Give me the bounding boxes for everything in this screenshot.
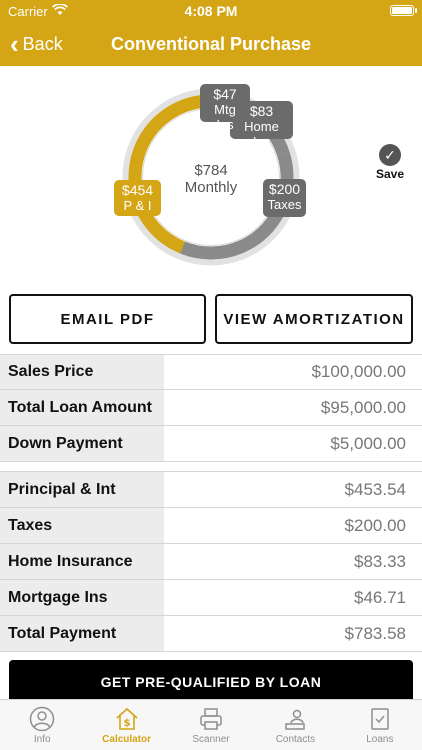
checkmark-icon: ✓ [379,144,401,166]
tab-label: Calculator [102,734,152,745]
slice-label-taxes: $200 Taxes [263,179,306,217]
tab-contacts[interactable]: Contacts [253,700,337,750]
table-row: Total Payment $783.58 [0,616,422,652]
person-icon [29,706,55,732]
center-label: Monthly [184,179,238,196]
wifi-icon [51,3,69,19]
row-label: Home Insurance [0,544,164,579]
row-value: $83.33 [354,551,406,571]
contacts-icon [282,706,308,732]
row-label: Total Loan Amount [0,390,164,425]
table-row: Sales Price $100,000.00 [0,354,422,390]
view-amortization-button[interactable]: VIEW AMORTIZATION [215,294,413,344]
table-row: Down Payment $5,000.00 [0,426,422,462]
svg-text:$: $ [123,718,130,729]
email-pdf-button[interactable]: EMAIL PDF [9,294,206,344]
row-value: $46.71 [354,587,406,607]
tab-bar: Info $ Calculator Scanner Contacts Loans [0,699,422,750]
donut-slice-taxes [180,200,289,260]
slice-value: $200 [268,181,301,197]
loan-summary-table: Sales Price $100,000.00 Total Loan Amoun… [0,354,422,652]
slice-value: $83 [249,103,274,119]
slice-name: Home Ins [244,119,279,149]
tab-label: Info [33,734,51,745]
tab-info[interactable]: Info [0,700,84,750]
house-dollar-icon: $ [114,706,140,732]
table-row: Mortgage Ins $46.71 [0,580,422,616]
get-pre-qualified-button[interactable]: GET PRE-QUALIFIED BY LOAN [9,660,413,704]
row-value: $200.00 [344,515,406,535]
tab-loans[interactable]: Loans [338,700,422,750]
row-label: Taxes [0,508,164,543]
tab-label: Loans [366,734,394,745]
row-label: Sales Price [0,355,164,389]
slice-label-mtg-ins: $47 Mtg Ins [200,84,250,132]
save-label: Save [375,167,405,181]
tab-scanner[interactable]: Scanner [169,700,253,750]
row-value: $453.54 [344,479,406,499]
tab-label: Scanner [192,734,230,745]
chevron-left-icon: ‹ [10,29,19,59]
tab-label: Contacts [275,734,316,745]
checklist-icon [367,706,393,732]
page-title: Conventional Purchase [110,34,312,54]
row-label: Mortgage Ins [0,580,164,615]
scanner-icon [198,706,224,732]
row-label: Down Payment [0,426,164,461]
tab-calculator[interactable]: $ Calculator [84,700,168,750]
slice-label-p-and-i: $454 P & I [114,180,161,216]
section-divider [0,462,422,472]
back-label: Back [22,33,63,54]
row-value: $783.58 [344,623,406,643]
row-label: Principal & Int [0,472,164,507]
row-value: $5,000.00 [330,433,406,453]
navigation-bar: ‹ Back Conventional Purchase [0,22,422,66]
table-row: Taxes $200.00 [0,508,422,544]
top-bar: Carrier 4:08 PM ‹ Back Conventional Purc… [0,0,422,66]
back-button[interactable]: ‹ Back [10,31,63,57]
status-time: 4:08 PM [184,3,238,19]
slice-name: Mtg Ins [214,102,236,132]
save-button[interactable]: ✓ Save [374,144,406,181]
slice-value: $454 [121,182,154,198]
battery-icon [390,5,417,16]
status-bar: Carrier 4:08 PM [0,0,422,22]
table-row: Total Loan Amount $95,000.00 [0,390,422,426]
table-row: Principal & Int $453.54 [0,472,422,508]
row-value: $100,000.00 [311,362,406,381]
payment-donut-chart: $784 Monthly $83 Home Ins $47 Mtg Ins $4… [0,66,422,280]
carrier-label: Carrier [8,4,48,19]
slice-name: Taxes [267,197,302,212]
slice-value: $47 [213,86,237,102]
slice-name: P & I [123,198,152,213]
center-amount: $784 [194,162,228,179]
table-row: Home Insurance $83.33 [0,544,422,580]
row-value: $95,000.00 [320,397,406,417]
row-label: Total Payment [0,616,164,651]
